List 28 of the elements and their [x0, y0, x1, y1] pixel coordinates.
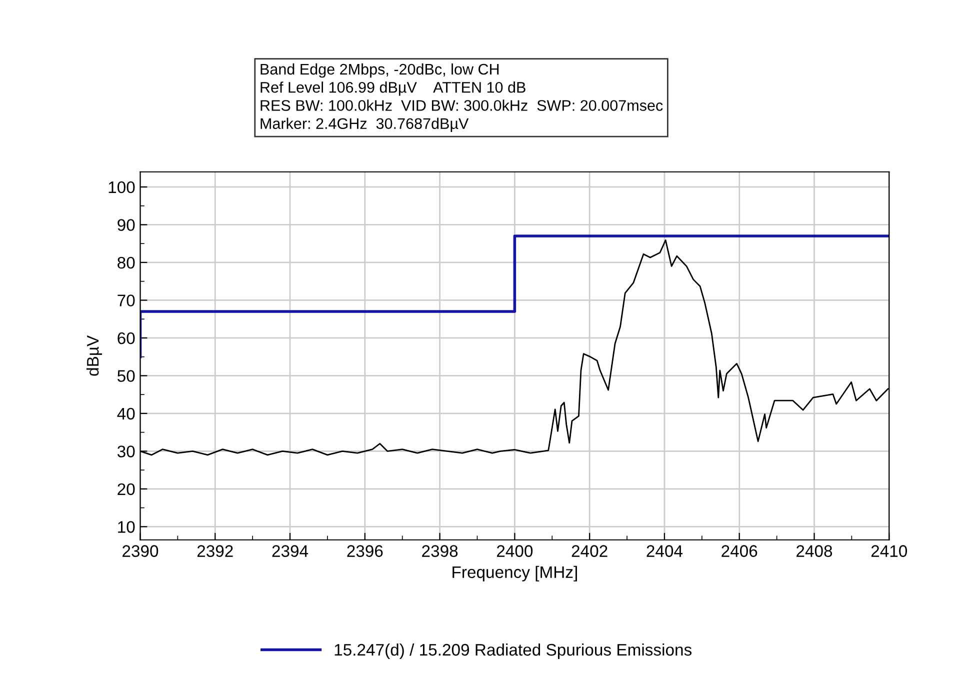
x-tick-label: 2402 — [572, 545, 608, 557]
x-tick-label: 2398 — [422, 545, 458, 557]
x-tick-label: 2406 — [722, 545, 758, 557]
y-axis-title: dBµV — [86, 335, 102, 376]
y-tick-label: 100 — [108, 181, 135, 194]
y-tick-label: 60 — [118, 332, 135, 344]
x-tick-label: 2394 — [272, 545, 308, 557]
x-tick-label: 2396 — [347, 545, 383, 557]
y-tick-label: 90 — [118, 219, 135, 231]
y-tick-label: 50 — [118, 370, 135, 382]
x-tick-label: 2390 — [122, 545, 158, 557]
x-tick-label: 2392 — [197, 545, 233, 557]
text: Ref Level 106.99 dBµV ATTEN 10 dB — [260, 82, 526, 96]
y-tick-label: 70 — [118, 294, 135, 306]
legend-label: 15.247(d) / 15.209 Radiated Spurious Emissions — [334, 643, 692, 659]
x-tick-label: 2410 — [871, 545, 908, 557]
x-tick-label: 2408 — [796, 545, 832, 557]
y-tick-label: 80 — [118, 256, 135, 269]
x-tick-label: 2400 — [496, 545, 533, 557]
text: Band Edge 2Mbps, -20dBc, low CH — [260, 63, 499, 78]
y-tick-label: 10 — [118, 521, 135, 533]
y-tick-label: 30 — [117, 446, 135, 458]
y-tick-label: 20 — [118, 483, 135, 496]
x-tick-label: 2404 — [646, 545, 683, 557]
text: Marker: 2.4GHz 30.7687dBµV — [260, 118, 469, 132]
y-tick-label: 40 — [117, 408, 135, 420]
text: RES BW: 100.0kHz VID BW: 300.0kHz SWP: 20.007msec — [260, 100, 663, 111]
x-axis-title: Frequency [MHz] — [452, 566, 577, 582]
